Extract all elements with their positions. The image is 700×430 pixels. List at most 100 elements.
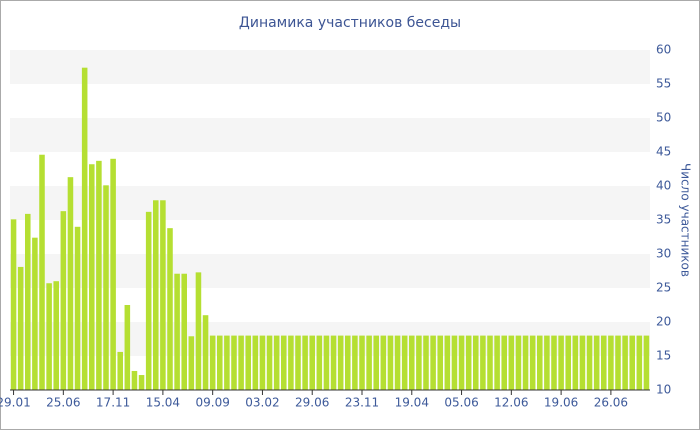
y-tick-label: 60 (656, 43, 671, 57)
bar (153, 200, 159, 390)
bar (537, 335, 543, 390)
bar (359, 335, 365, 390)
bar (529, 335, 536, 390)
x-tick-label: 12.06 (494, 396, 528, 410)
bar (437, 335, 443, 390)
bar (316, 335, 323, 390)
x-tick-label: 19.04 (395, 396, 429, 410)
bar (565, 335, 571, 390)
bar (622, 335, 628, 390)
y-tick-label: 50 (656, 111, 671, 125)
bar (167, 228, 173, 390)
y-tick-label: 10 (656, 383, 671, 397)
bar (17, 266, 24, 390)
bar (366, 335, 372, 390)
bar (643, 335, 650, 390)
y-tick-label: 20 (656, 315, 671, 329)
bar (416, 335, 422, 390)
bar (295, 335, 301, 390)
bar (202, 315, 209, 390)
y-tick-label: 30 (656, 247, 671, 261)
x-tick-label: 17.11 (96, 396, 130, 410)
bar (409, 335, 415, 390)
x-tick-label: 15.04 (146, 396, 180, 410)
bar (323, 335, 330, 390)
y-tick-label: 40 (656, 179, 671, 193)
bar (103, 185, 109, 390)
grid-band (10, 118, 650, 152)
bar (345, 335, 351, 390)
bar (252, 335, 259, 390)
bar (629, 335, 635, 390)
bar (288, 335, 294, 390)
bar (465, 335, 472, 390)
bar (501, 335, 507, 390)
bar (74, 226, 81, 390)
bar (544, 335, 550, 390)
bar (586, 335, 593, 390)
x-tick-label: 26.06 (594, 396, 628, 410)
bar (209, 335, 216, 390)
bar (451, 335, 458, 390)
bar (480, 335, 486, 390)
bar (273, 335, 280, 390)
bar (494, 335, 500, 390)
bar (558, 335, 564, 390)
bar (25, 213, 31, 390)
x-tick-label: 09.09 (195, 396, 229, 410)
bar (224, 335, 230, 390)
bar (138, 375, 145, 390)
bar (117, 351, 123, 390)
y-tick-label: 45 (656, 145, 671, 159)
bar (551, 335, 557, 390)
y-axis-label: Число участников (679, 163, 693, 277)
y-tick-label: 15 (656, 349, 671, 363)
y-tick-label: 55 (656, 77, 671, 91)
bar (231, 335, 237, 390)
x-tick-label: 05.06 (444, 396, 478, 410)
bar (110, 158, 116, 390)
bar (131, 370, 138, 390)
bar (593, 335, 600, 390)
x-tick-label: 19.06 (544, 396, 578, 410)
bar (217, 335, 223, 390)
bar (39, 154, 45, 390)
bar (636, 335, 643, 390)
y-tick-label: 25 (656, 281, 671, 295)
grid-band (10, 254, 650, 288)
bar (81, 67, 88, 391)
bar (160, 200, 166, 390)
bar (60, 211, 67, 390)
grid-band (10, 50, 650, 84)
bar (458, 335, 465, 390)
x-tick-label: 29.01 (0, 396, 31, 410)
bar (281, 335, 287, 390)
bar (188, 336, 195, 390)
bar (89, 164, 95, 390)
bar (444, 335, 451, 390)
bar (401, 335, 408, 390)
x-tick-label: 23.11 (345, 396, 379, 410)
bar (373, 335, 379, 390)
bar (195, 272, 202, 390)
bar (615, 335, 621, 390)
bar (380, 335, 387, 390)
bar (266, 335, 273, 390)
bar (522, 335, 529, 390)
bar (67, 177, 74, 390)
bar (430, 335, 436, 390)
bar (238, 335, 244, 390)
bar (124, 305, 131, 390)
grid-band (10, 322, 650, 356)
bar (515, 335, 522, 390)
bar (10, 219, 17, 390)
bar (601, 335, 607, 390)
x-tick-label: 29.06 (295, 396, 329, 410)
bar (174, 273, 180, 390)
bar (608, 335, 614, 390)
bar (572, 335, 579, 390)
bar (579, 335, 586, 390)
x-tick-label: 25.06 (46, 396, 80, 410)
bar (145, 211, 152, 390)
